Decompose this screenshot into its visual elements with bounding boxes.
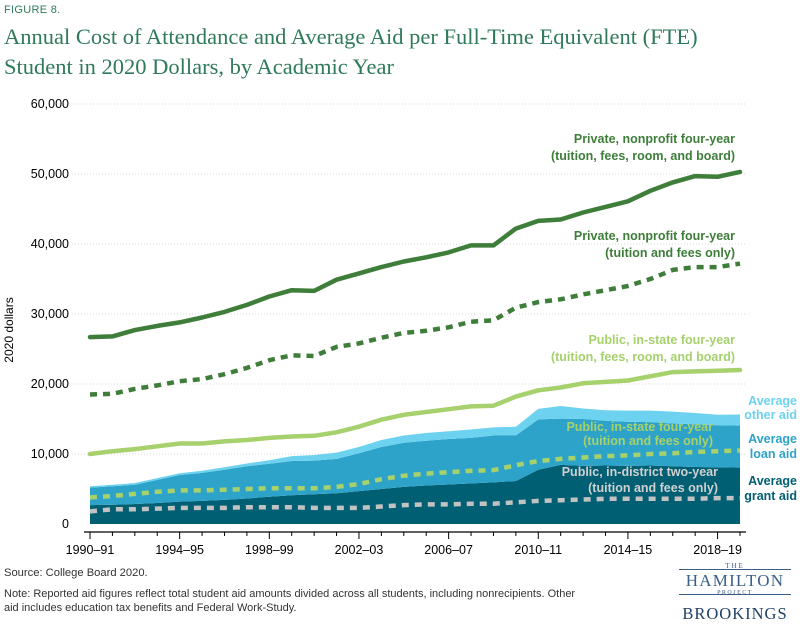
footnote: Note: Reported aid figures reflect total…: [4, 588, 644, 615]
x-tick-label: 1998–99: [245, 543, 294, 557]
logo-brookings: BROOKINGS: [682, 604, 788, 623]
x-tick-label: 1994–95: [155, 543, 204, 557]
chart-title-line2: Student in 2020 Dollars, by Academic Yea…: [4, 54, 394, 79]
y-tick-label: 0: [62, 517, 69, 531]
private-tuition-line: [89, 261, 741, 397]
logo-the: THE: [725, 562, 745, 570]
label-private-tf-2: (tuition and fees only): [605, 246, 735, 260]
label-public2-1: Public, in-district two-year: [562, 465, 718, 479]
cost-lines: [87, 169, 743, 514]
label-grant-aid-1: Average: [748, 474, 797, 488]
hamilton-brookings-logo: THE HAMILTON PROJECT BROOKINGS: [676, 562, 794, 628]
private-full-cost-line: [87, 169, 743, 340]
y-tick-label: 50,000: [31, 167, 69, 181]
y-tick-label: 20,000: [31, 377, 69, 391]
x-tick-label: 2010–11: [514, 543, 562, 557]
label-public4-tf-2: (tuition and fees only): [583, 434, 713, 448]
logo-project: PROJECT: [717, 590, 753, 596]
label-loan-aid-1: Average: [748, 432, 797, 446]
y-tick-label: 30,000: [31, 307, 69, 321]
figure-label: FIGURE 8.: [4, 4, 61, 16]
y-tick-label: 10,000: [31, 447, 69, 461]
source-note: Source: College Board 2020.: [4, 567, 148, 579]
label-public2-2: (tuition and fees only): [588, 481, 718, 495]
public2-tuition-line: [89, 495, 740, 514]
y-axis-label: 2020 dollars: [2, 297, 16, 362]
other-aid-area: [90, 406, 740, 488]
annotations: Private, nonprofit four-year (tuition, f…: [551, 132, 797, 503]
label-grant-aid-2: grant aid: [744, 489, 797, 503]
label-public4-tf-1: Public, in-state four-year: [566, 420, 713, 434]
y-tick-label: 40,000: [31, 237, 69, 251]
x-tick-label: 2014–15: [604, 543, 653, 557]
label-loan-aid-2: loan aid: [750, 447, 797, 461]
x-tick-label: 1990–91: [66, 543, 115, 557]
x-tick-label: 2018–19: [693, 543, 742, 557]
y-axis: 0 10,000 20,000 30,000 40,000 50,000 60,000: [31, 97, 69, 531]
logo-hamilton: HAMILTON: [685, 571, 785, 590]
label-other-aid-2: other aid: [744, 408, 797, 422]
y-tick-label: 60,000: [31, 97, 69, 111]
logo-frame: [679, 569, 791, 595]
label-private-tf-1: Private, nonprofit four-year: [574, 229, 735, 243]
loan-aid-area: [90, 418, 740, 506]
chart: 0 10,000 20,000 30,000 40,000 50,000 60,000 19…: [2, 97, 797, 557]
label-private-full-2: (tuition, fees, room, and board): [551, 149, 735, 163]
chart-title-line1: Annual Cost of Attendance and Average Ai…: [4, 24, 698, 49]
footnote-line1: Note: Reported aid figures reflect total…: [4, 588, 576, 600]
label-private-full-1: Private, nonprofit four-year: [574, 132, 735, 146]
label-other-aid-1: Average: [748, 394, 797, 408]
x-tick-label: 2002–03: [335, 543, 384, 557]
label-public4-full-2: (tuition, fees, room, and board): [551, 350, 735, 364]
x-tick-label: 2006–07: [424, 543, 473, 557]
x-axis: 1990–91 1994–95 1998–99 2002–03 2006–07 2010–…: [66, 531, 746, 557]
footnote-line2: aid includes education tax benefits and …: [4, 601, 297, 614]
public4-full-cost-line: [87, 367, 743, 457]
public4-tuition-line: [89, 448, 741, 500]
label-public4-full-1: Public, in-state four-year: [588, 333, 735, 347]
chart-title: Annual Cost of Attendance and Average Ai…: [4, 22, 794, 82]
